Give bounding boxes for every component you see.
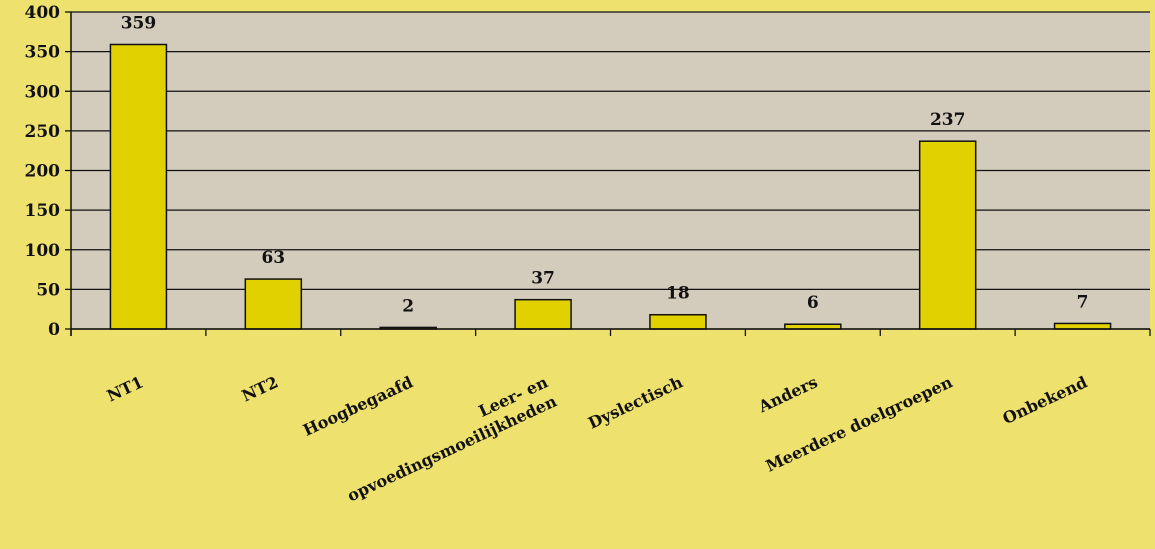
value-label-2: 2 <box>402 296 414 316</box>
category-label-5-line-0: Anders <box>755 372 821 416</box>
bar-3 <box>514 298 572 330</box>
y-tick-label-0: 0 <box>48 320 60 340</box>
category-label-5: Anders <box>755 372 821 416</box>
y-tick-labels: 0 50 100 150 200 250 300 350 400 <box>25 3 61 340</box>
category-label-2-line-0: Hoogbegaafd <box>300 372 416 440</box>
value-label-1: 63 <box>261 248 285 268</box>
category-label-4: Dyslectisch <box>585 372 686 432</box>
value-label-4: 18 <box>666 284 690 304</box>
category-label-1: NT2 <box>239 372 281 405</box>
y-tick-label-150: 150 <box>25 201 61 221</box>
category-label-7: Onbekend <box>1000 372 1091 428</box>
bars <box>109 43 1112 330</box>
y-tick-label-100: 100 <box>25 241 61 261</box>
bar-4 <box>649 313 707 330</box>
y-tick-label-400: 400 <box>25 3 61 23</box>
value-label-3: 37 <box>531 269 555 289</box>
x-category-labels: NT1 NT2 Hoogbegaafd Leer- enopvoedingsmoeil… <box>104 372 1090 505</box>
bar-6 <box>918 140 977 330</box>
y-tick-label-350: 350 <box>25 43 61 63</box>
y-tick-label-300: 300 <box>25 82 61 102</box>
bar-1 <box>244 278 303 330</box>
y-tick-label-50: 50 <box>36 280 60 300</box>
category-label-4-line-0: Dyslectisch <box>585 372 686 432</box>
bar-0 <box>109 43 168 330</box>
category-label-1-line-0: NT2 <box>239 372 281 405</box>
value-label-7: 7 <box>1077 292 1089 312</box>
category-label-7-line-0: Onbekend <box>1000 372 1091 428</box>
value-label-0: 359 <box>121 13 157 33</box>
category-label-3-line-1: opvoedingsmoeilijkheden <box>344 391 560 505</box>
bar-7 <box>1053 322 1112 330</box>
value-label-5: 6 <box>807 293 819 313</box>
y-tick-label-250: 250 <box>25 122 61 142</box>
category-label-0: NT1 <box>104 372 146 405</box>
value-label-6: 237 <box>930 110 966 130</box>
category-label-0-line-0: NT1 <box>104 372 146 405</box>
y-tick-label-200: 200 <box>25 162 61 182</box>
category-label-2: Hoogbegaafd <box>300 372 416 440</box>
axes <box>70 12 1151 336</box>
